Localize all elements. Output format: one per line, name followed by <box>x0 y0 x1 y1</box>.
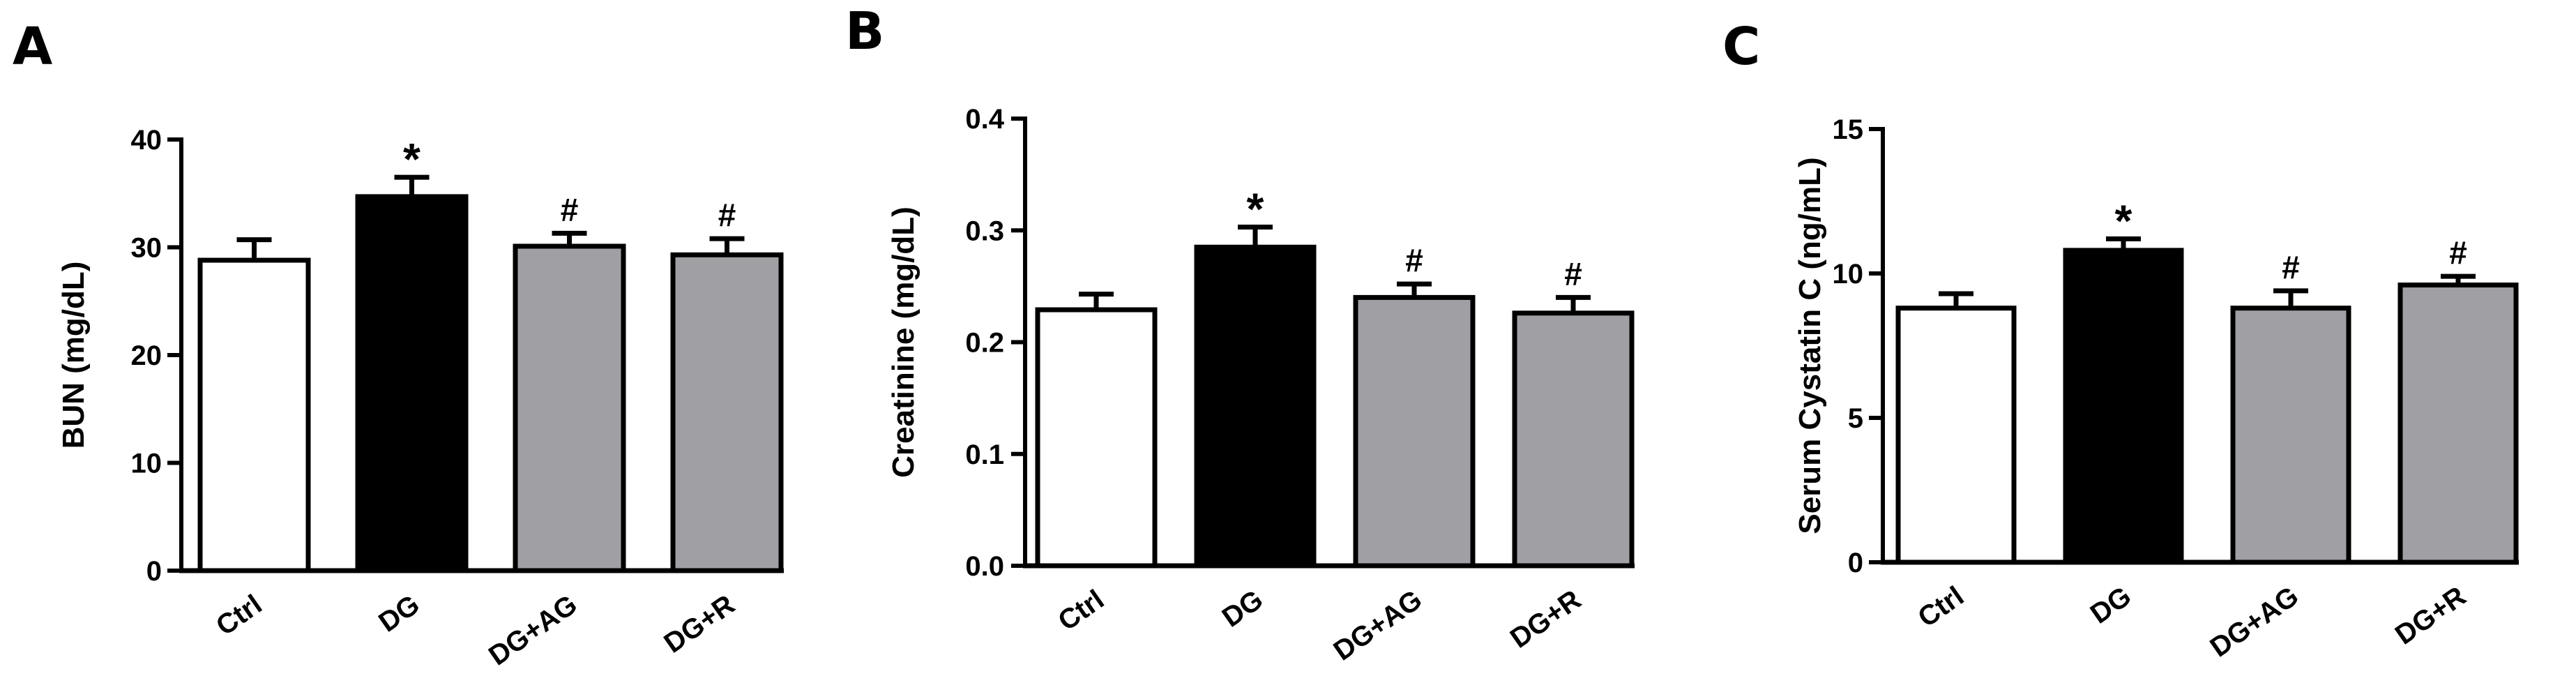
panel-label: B <box>845 1 884 61</box>
y-tick-label: 10 <box>1833 259 1864 290</box>
bar-dg-ag <box>1353 294 1476 569</box>
y-tick-label: 0 <box>1848 548 1863 578</box>
y-axis-title: Creatinine (mg/dL) <box>886 206 920 478</box>
category-label: DG+R <box>2390 580 2471 650</box>
category-label: DG <box>1217 584 1268 633</box>
y-tick-label: 0.3 <box>965 216 1004 246</box>
bar-ctrl <box>1035 307 1158 569</box>
bar-dg-r <box>2397 283 2519 565</box>
y-tick-label: 40 <box>131 125 162 156</box>
chart-panel-b: B Creatinine (mg/dL) Ctrl * DG # DG+AG # DG+R 0.0… <box>845 1 1635 667</box>
chart-panel-a: A BUN (mg/dL) Ctrl * DG # DG+AG # DG+R 0 10 20 30 40 <box>13 17 784 672</box>
significance-hash: # <box>1405 242 1423 278</box>
panel-label: A <box>13 17 52 77</box>
bar-dg <box>355 194 469 573</box>
significance-hash: # <box>718 197 736 233</box>
significance-asterisk: * <box>403 134 421 184</box>
y-axis-title: BUN (mg/dL) <box>56 262 91 449</box>
bar-dg-ag <box>2230 306 2351 565</box>
panel-label: C <box>1722 17 1760 77</box>
category-label: DG+R <box>1505 584 1586 654</box>
y-tick-label: 30 <box>131 233 162 264</box>
significance-hash: # <box>561 191 579 227</box>
significance-asterisk: * <box>2115 195 2132 246</box>
category-label: Ctrl <box>211 589 268 642</box>
bar-dg <box>2063 248 2184 565</box>
significance-hash: # <box>1564 255 1582 292</box>
significance-hash: # <box>2449 234 2467 271</box>
y-tick-label: 5 <box>1848 403 1863 434</box>
y-tick-label: 0.2 <box>965 328 1004 359</box>
category-label: DG+AG <box>2204 580 2304 663</box>
category-label: DG <box>2085 580 2137 629</box>
category-label: Ctrl <box>1052 584 1109 637</box>
y-tick-label: 0.4 <box>965 104 1004 135</box>
category-label: DG <box>373 589 425 638</box>
y-tick-label: 15 <box>1833 114 1864 145</box>
category-label: DG+AG <box>483 589 583 671</box>
bar-ctrl <box>197 257 311 573</box>
y-tick-label: 20 <box>131 340 162 371</box>
y-tick-label: 0.1 <box>965 439 1004 470</box>
y-tick-label: 0 <box>146 556 162 587</box>
bar-dg-r <box>1512 310 1635 569</box>
bar-dg-r <box>670 252 784 573</box>
y-tick-label: 0.0 <box>965 551 1004 582</box>
y-tick-label: 10 <box>131 449 162 479</box>
category-label: Ctrl <box>1912 580 1969 633</box>
y-axis-title: Serum Cystatin C (ng/mL) <box>1793 157 1827 534</box>
bar-dg <box>1194 244 1317 569</box>
significance-asterisk: * <box>1247 183 1264 234</box>
category-label: DG+R <box>658 589 740 659</box>
chart-panel-c: C Serum Cystatin C (ng/mL) Ctrl * DG # DG+AG # D… <box>1722 17 2519 663</box>
bar-ctrl <box>1895 306 2017 565</box>
significance-hash: # <box>2282 249 2300 285</box>
bar-dg-ag <box>513 243 626 573</box>
category-label: DG+AG <box>1328 584 1427 666</box>
